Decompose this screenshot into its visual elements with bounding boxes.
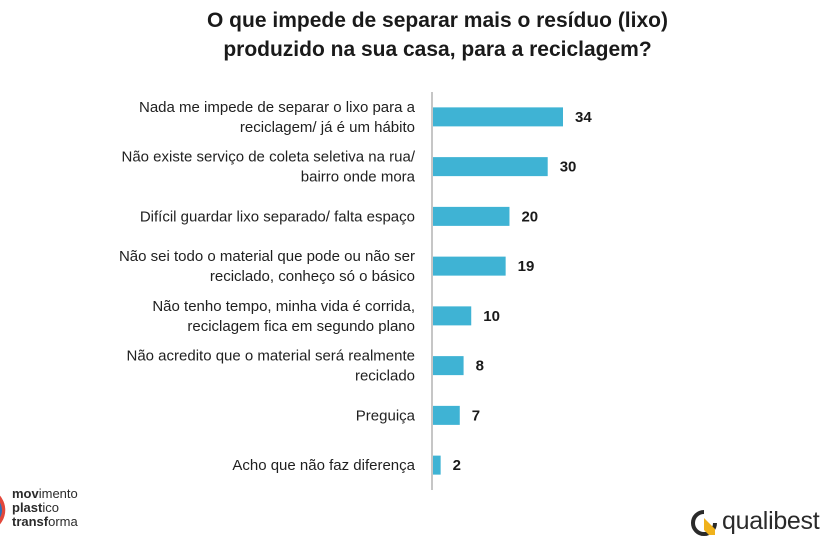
bar-4: [433, 256, 506, 276]
mpt-emblem-icon: [0, 495, 6, 525]
category-label-6-line-1: Não acredito que o material será realmen…: [127, 348, 416, 365]
category-label-3: Difícil guardar lixo separado/ falta esp…: [140, 208, 415, 225]
mpt-word-1-b: imento: [38, 486, 78, 501]
category-label-4-line-2: reciclado, conheço só o básico: [210, 268, 415, 285]
category-label-2: Não existe serviço de coleta seletiva na…: [122, 149, 416, 186]
category-label-7-line-1: Preguiça: [356, 407, 416, 424]
chart-title-line-1: O que impede de separar mais o resíduo (…: [207, 9, 668, 32]
qualibest-wordmark: qualibest: [722, 507, 820, 535]
chart-title-line-2: produzido na sua casa, para a reciclagem…: [223, 38, 652, 61]
chart-title: O que impede de separar mais o resíduo (…: [110, 6, 765, 64]
value-label-1: 34: [575, 109, 592, 126]
value-label-8: 2: [453, 457, 461, 474]
category-label-1-line-1: Nada me impede de separar o lixo para a: [139, 99, 416, 116]
mpt-word-2-b: ico: [42, 500, 59, 515]
category-label-8: Acho que não faz diferença: [232, 457, 415, 474]
category-label-4-line-1: Não sei todo o material que pode ou não …: [119, 248, 415, 265]
value-label-4: 19: [518, 258, 535, 275]
bar-6: [433, 356, 464, 376]
mpt-word-3-a: transf: [12, 514, 49, 529]
mpt-wordmark: movimento plastico transforma: [12, 487, 78, 529]
bar-1: [433, 107, 563, 127]
value-label-5: 10: [483, 308, 500, 325]
movimento-plastico-transforma-logo: movimento plastico transforma: [0, 486, 110, 536]
value-label-6: 8: [476, 358, 484, 375]
category-label-2-line-2: bairro onde mora: [301, 169, 416, 186]
category-label-6-line-2: reciclado: [355, 368, 415, 385]
category-label-5-line-1: Não tenho tempo, minha vida é corrida,: [152, 298, 415, 315]
value-label-3: 20: [521, 208, 538, 225]
value-label-2: 30: [560, 159, 577, 176]
category-label-8-line-1: Acho que não faz diferença: [232, 457, 415, 474]
category-label-1: Nada me impede de separar o lixo para a r…: [139, 99, 416, 136]
bar-5: [433, 306, 472, 326]
bar-7: [433, 405, 460, 425]
qualibest-logo: qualibest: [690, 507, 825, 537]
qualibest-mark-icon: [691, 510, 717, 536]
category-label-7: Preguiça: [356, 407, 416, 424]
bar-8: [433, 455, 441, 475]
bar-2: [433, 157, 548, 177]
category-label-5: Não tenho tempo, minha vida é corrida, re…: [152, 298, 415, 335]
category-label-1-line-2: reciclagem/ já é um hábito: [240, 119, 415, 136]
category-label-3-line-1: Difícil guardar lixo separado/ falta esp…: [140, 208, 415, 225]
value-label-7: 7: [472, 407, 480, 424]
mpt-word-1-a: mov: [12, 486, 39, 501]
mpt-word-3-b: orma: [48, 514, 78, 529]
bar-3: [433, 206, 510, 226]
category-label-2-line-1: Não existe serviço de coleta seletiva na…: [122, 149, 416, 166]
category-label-6: Não acredito que o material será realmen…: [127, 348, 416, 385]
category-label-5-line-2: reciclagem fica em segundo plano: [187, 318, 415, 335]
mpt-word-2-a: plast: [12, 500, 43, 515]
category-label-4: Não sei todo o material que pode ou não …: [119, 248, 415, 285]
